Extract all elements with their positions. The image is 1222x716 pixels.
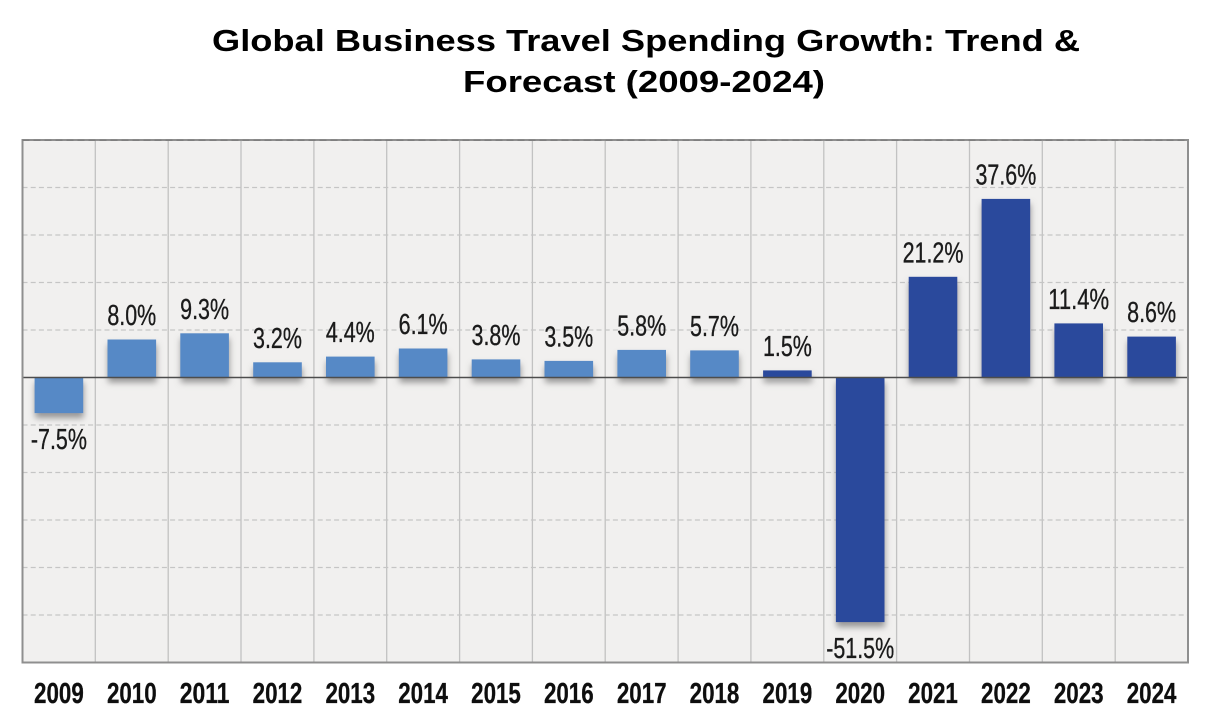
- svg-text:2024: 2024: [1127, 678, 1177, 710]
- svg-text:2016: 2016: [544, 678, 594, 710]
- svg-text:4.4%: 4.4%: [326, 317, 375, 349]
- svg-text:37.6%: 37.6%: [976, 159, 1037, 191]
- svg-text:2009: 2009: [34, 678, 84, 710]
- svg-text:2019: 2019: [763, 678, 813, 710]
- svg-text:2017: 2017: [617, 678, 667, 710]
- svg-text:-7.5%: -7.5%: [31, 424, 87, 456]
- svg-text:6.1%: 6.1%: [399, 309, 448, 341]
- svg-text:3.8%: 3.8%: [472, 320, 521, 352]
- svg-text:2011: 2011: [180, 678, 230, 710]
- svg-text:8.6%: 8.6%: [1127, 297, 1176, 329]
- svg-text:1.5%: 1.5%: [763, 331, 812, 363]
- svg-text:2022: 2022: [981, 678, 1031, 710]
- svg-text:3.5%: 3.5%: [544, 321, 593, 353]
- svg-text:Forecast (2009-2024): Forecast (2009-2024): [463, 64, 825, 99]
- svg-text:2021: 2021: [908, 678, 958, 710]
- svg-text:2010: 2010: [107, 678, 157, 710]
- svg-text:3.2%: 3.2%: [253, 323, 302, 355]
- svg-text:9.3%: 9.3%: [180, 294, 229, 326]
- svg-text:-51.5%: -51.5%: [826, 633, 894, 665]
- svg-text:2023: 2023: [1054, 678, 1104, 710]
- svg-text:2018: 2018: [690, 678, 740, 710]
- svg-text:2014: 2014: [398, 678, 448, 710]
- svg-text:8.0%: 8.0%: [107, 300, 156, 332]
- svg-text:21.2%: 21.2%: [903, 237, 964, 269]
- svg-text:Global Business Travel Spendin: Global Business Travel Spending Growth: …: [212, 23, 1080, 58]
- svg-text:11.4%: 11.4%: [1048, 284, 1109, 316]
- svg-text:5.8%: 5.8%: [617, 310, 666, 342]
- svg-text:2020: 2020: [835, 678, 885, 710]
- svg-text:2013: 2013: [325, 678, 375, 710]
- svg-text:2012: 2012: [253, 678, 303, 710]
- svg-text:2015: 2015: [471, 678, 521, 710]
- svg-text:5.7%: 5.7%: [690, 311, 739, 343]
